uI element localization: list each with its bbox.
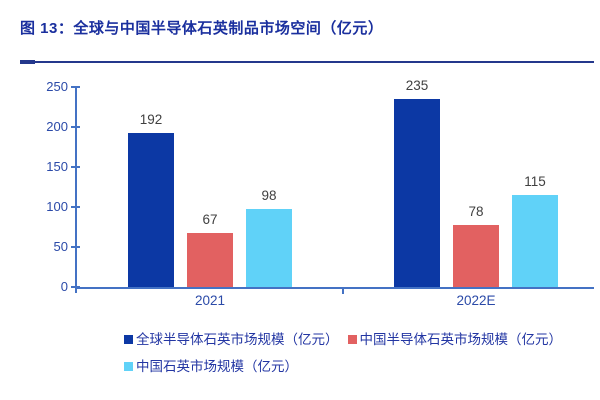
y-axis-tick [71, 246, 80, 248]
bar [246, 208, 292, 287]
header-rule-tab [20, 60, 35, 64]
legend-item: 中国半导体石英市场规模（亿元） [347, 331, 563, 348]
bar-value-label: 235 [405, 78, 429, 93]
x-axis-line [75, 287, 594, 289]
x-category-label: 2022E [456, 293, 496, 308]
bar-value-label: 67 [202, 212, 218, 228]
legend-swatch-icon [124, 335, 133, 344]
y-axis-tick [71, 206, 80, 208]
bar [453, 224, 499, 287]
bar-value-label: 115 [524, 174, 546, 189]
bar-value-label: 192 [139, 112, 163, 128]
y-tick-label: 0 [60, 279, 68, 294]
y-tick-label: 150 [46, 159, 68, 174]
legend-label: 全球半导体石英市场规模（亿元） [136, 332, 339, 347]
x-axis-tick [342, 287, 344, 294]
legend-row-2: 中国石英市场规模（亿元） [124, 358, 298, 375]
bar [512, 195, 558, 287]
y-tick-label: 250 [46, 79, 68, 94]
bar [187, 233, 233, 287]
legend-row-1: 全球半导体石英市场规模（亿元） 中国半导体石英市场规模（亿元） [124, 331, 562, 348]
y-axis-tick [71, 286, 80, 288]
bar-value-label: 98 [261, 187, 277, 203]
bar [394, 99, 440, 287]
legend-item: 全球半导体石英市场规模（亿元） [124, 331, 339, 348]
figure-title: 图 13：全球与中国半导体石英制品市场空间（亿元） [20, 20, 384, 37]
bar-value-label: 78 [468, 203, 484, 219]
header-rule [20, 61, 594, 63]
legend-label: 中国石英市场规模（亿元） [136, 359, 298, 374]
y-tick-label: 50 [53, 239, 68, 254]
y-tick-label: 200 [46, 119, 68, 134]
y-axis-line [75, 86, 77, 293]
bar [128, 133, 174, 287]
x-category-label: 2021 [194, 293, 226, 308]
legend-label: 中国半导体石英市场规模（亿元） [359, 332, 563, 347]
legend-swatch-icon [347, 335, 357, 344]
legend-swatch-icon [124, 362, 133, 371]
y-axis-tick [71, 126, 80, 128]
legend-item: 中国石英市场规模（亿元） [124, 358, 298, 375]
y-axis-tick [71, 86, 80, 88]
y-axis-tick [71, 166, 80, 168]
y-tick-label: 100 [46, 199, 68, 214]
